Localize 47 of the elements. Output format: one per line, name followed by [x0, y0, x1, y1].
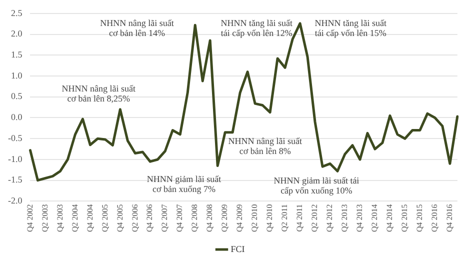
x-tick-label: Q4 2005: [115, 204, 124, 232]
y-tick-label: 2.5: [10, 8, 23, 18]
annotation: NHNN tăng lãi suất tái cấp vốn lên 12%: [220, 18, 293, 38]
x-tick-label: Q2 2014: [370, 204, 380, 232]
y-tick-label: -1.0: [8, 154, 23, 164]
x-tick-label: Q2 2005: [100, 204, 110, 232]
x-tick-label: Q2 2012: [310, 204, 320, 232]
x-tick-label: Q2 2007: [160, 204, 170, 232]
y-tick-label: 0.5: [10, 91, 23, 102]
y-tick-label: 2.0: [10, 28, 23, 39]
annotation: NHNN nâng lãi suất cơ bản lên 14%: [100, 18, 174, 38]
x-tick-label: Q2 2011: [280, 204, 290, 232]
x-tick-label: Q4 2010: [265, 204, 274, 232]
x-tick-label: Q4 2012: [325, 204, 334, 232]
x-tick-label: Q4 2009: [235, 204, 244, 232]
annotation: NHNN giảm lãi suất tái cấp vốn xuống 10%: [274, 176, 360, 196]
x-tick-label: Q4 2006: [145, 204, 154, 232]
x-tick-label: Q2 2015: [400, 204, 410, 232]
x-tick-label: Q2 2003: [40, 204, 50, 232]
x-tick-label: Q2 2016: [430, 204, 440, 232]
x-tick-label: Q2 2013: [340, 204, 350, 232]
annotation: NHNN tăng lãi suất tái cấp vốn lên 15%: [314, 18, 387, 38]
x-tick-label: Q2 2006: [130, 204, 140, 232]
x-tick-label: Q4 2016: [445, 204, 454, 232]
x-tick-label: Q2 2008: [190, 204, 200, 232]
x-tick-label: Q4 2004: [85, 204, 94, 232]
x-tick-label: Q4 2014: [385, 204, 394, 232]
y-tick-label: -2.0: [8, 196, 23, 206]
x-tick-label: Q2 2010: [250, 204, 260, 232]
y-tick-label: 1.5: [10, 50, 23, 60]
y-tick-label: 0.0: [10, 112, 23, 122]
y-tick-label: -1.5: [8, 174, 23, 185]
legend-label: FCI: [230, 244, 245, 254]
x-tick-label: Q4 2013: [355, 204, 364, 232]
y-tick-label: -0.5: [8, 132, 23, 143]
annotation: NHNN giảm lãi suất cơ bản xuống 7%: [146, 174, 222, 194]
x-tick-label: Q4 2015: [415, 204, 424, 232]
annotation: NHNN nâng lãi suất cơ bản lên 8,25%: [62, 84, 136, 104]
x-tick-label: Q4 2008: [205, 204, 214, 232]
x-tick-label: Q2 2004: [70, 204, 80, 232]
x-tick-label: Q4 2003: [55, 204, 64, 232]
y-tick-label: 1.0: [10, 70, 23, 80]
x-tick-label: Q4 2002: [25, 204, 34, 232]
annotation: NHNN nâng lãi suất cơ bản lên 8%: [228, 136, 303, 156]
x-tick-label: Q2 2009: [220, 204, 230, 232]
x-tick-label: Q4 2011: [295, 204, 304, 232]
x-tick-label: Q4 2007: [175, 204, 184, 232]
